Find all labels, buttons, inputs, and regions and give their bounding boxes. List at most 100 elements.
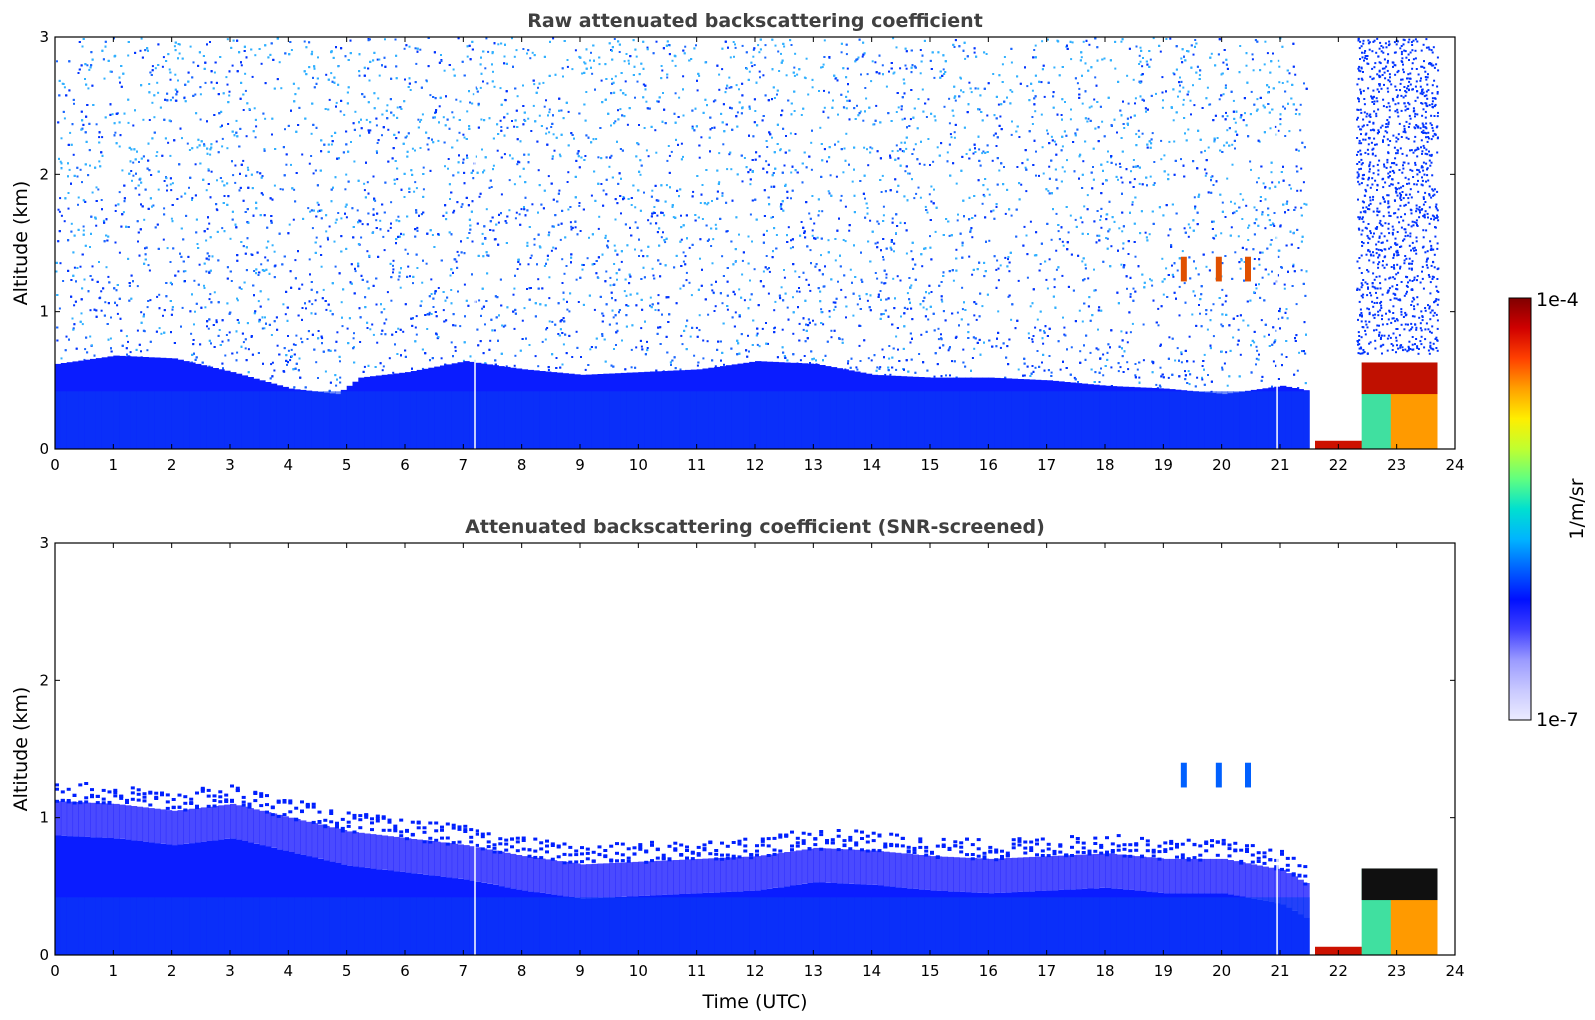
noise-pixel [530,130,533,132]
noise-pixel [1035,174,1037,177]
noise-pixel [794,270,797,273]
noise-pixel [605,270,608,273]
noise-pixel [1096,234,1099,237]
noise-pixel [809,289,812,292]
noise-pixel [952,279,955,282]
noise-pixel [846,67,849,70]
noise-pixel [610,154,613,157]
noise-pixel [1218,98,1221,101]
noise-pixel [557,333,560,335]
noise-pixel [456,139,459,142]
noise-pixel [114,210,117,212]
noise-pixel [221,180,224,183]
noise-pixel [292,218,295,221]
noise-pixel [616,278,618,281]
noise-pixel [1286,80,1289,83]
noise-pixel [870,359,873,362]
noise-pixel [156,295,159,298]
noise-pixel [591,72,594,75]
noise-pixel [1278,65,1281,68]
noise-pixel [1260,319,1263,322]
noise-pixel [230,280,233,282]
noise-pixel [537,278,540,281]
noise-pixel [1088,43,1091,46]
noise-pixel [531,203,534,206]
noise-pixel [897,106,900,109]
noise-pixel [1050,238,1053,241]
noise-pixel [1003,56,1006,58]
noise-pixel [734,43,736,46]
noise-pixel [478,299,481,302]
noise-pixel [914,143,917,146]
noise-pixel [566,65,569,68]
noise-pixel [519,263,522,266]
noise-pixel [454,324,457,327]
noise-pixel [227,123,230,125]
noise-pixel [570,225,573,228]
noise-pixel [847,90,849,93]
noise-pixel [270,334,273,336]
noise-pixel [602,314,605,317]
noise-pixel [1082,160,1085,163]
noise-pixel [571,68,574,71]
noise-pixel [614,218,617,221]
noise-pixel [366,327,369,329]
noise-pixel [516,163,519,166]
noise-pixel [900,315,902,318]
noise-pixel [1251,53,1254,56]
noise-pixel [1256,349,1259,352]
noise-pixel [1174,359,1177,362]
noise-pixel [497,221,500,224]
noise-pixel [1087,233,1089,235]
noise-pixel [636,80,639,83]
noise-pixel [390,299,393,302]
noise-pixel [1117,178,1119,181]
noise-pixel [1042,342,1045,345]
noise-pixel [930,200,933,203]
noise-pixel [1081,102,1084,105]
noise-pixel [1225,351,1228,354]
noise-pixel [786,306,789,309]
noise-pixel [738,288,741,291]
noise-pixel [927,318,930,321]
noise-pixel [354,270,357,273]
noise-pixel [790,171,793,174]
noise-pixel [736,111,739,114]
noise-pixel [273,250,276,253]
noise-pixel [567,208,570,211]
noise-pixel [1189,226,1192,229]
noise-pixel [1287,209,1290,211]
noise-pixel [656,100,659,103]
noise-pixel [1081,221,1084,224]
noise-pixel [975,318,978,321]
noise-pixel [714,223,717,226]
noise-pixel [581,72,584,75]
noise-pixel [100,290,103,293]
noise-pixel [1236,343,1239,346]
noise-pixel [1224,300,1227,303]
noise-pixel [353,346,355,348]
noise-pixel [571,356,574,358]
noise-pixel [682,251,685,254]
noise-pixel [263,148,266,151]
noise-pixel [790,197,792,200]
noise-pixel [962,91,965,94]
noise-pixel [169,183,172,186]
noise-pixel [922,306,925,309]
noise-pixel [630,366,633,369]
noise-pixel [1097,328,1099,331]
noise-pixel [1207,146,1210,149]
noise-pixel [73,266,76,269]
noise-pixel [505,222,508,224]
noise-pixel [726,308,729,311]
noise-pixel [317,330,320,332]
noise-pixel [1121,230,1124,233]
noise-pixel [1211,175,1214,178]
noise-pixel [383,249,386,252]
noise-pixel [158,293,161,296]
noise-pixel [827,239,830,242]
noise-pixel [665,184,668,187]
noise-pixel [1004,212,1007,215]
noise-pixel [953,136,956,139]
noise-pixel [800,114,803,116]
